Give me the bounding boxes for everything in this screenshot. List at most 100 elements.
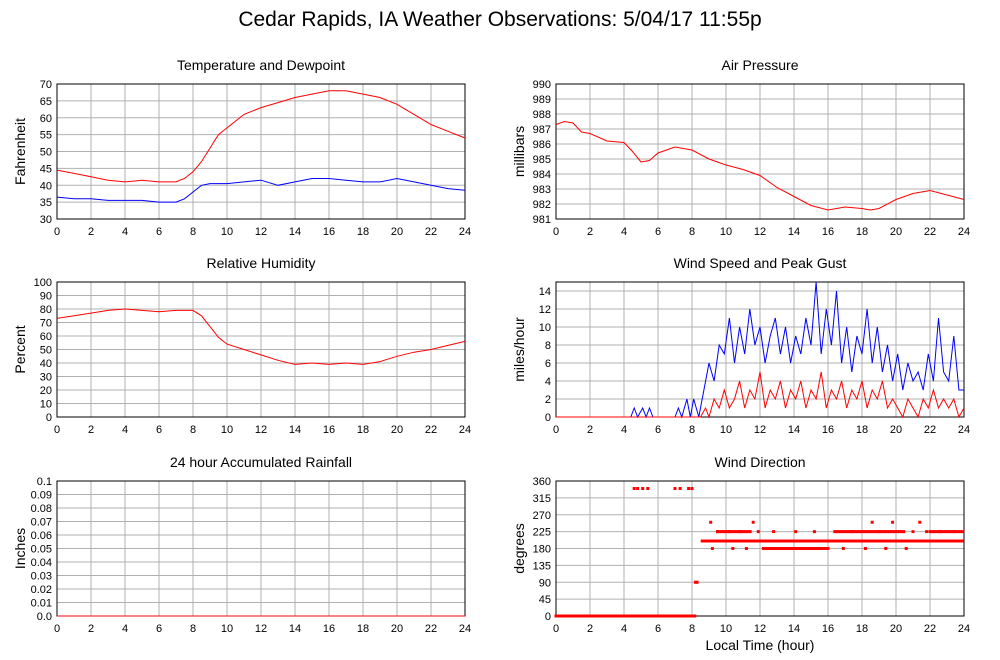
wdir-point xyxy=(724,530,728,534)
wdir-point xyxy=(769,539,773,543)
rh-y-axis-label: Percent xyxy=(12,325,28,373)
wind-y-tick-label: 12 xyxy=(539,304,551,316)
rh-plot-border xyxy=(56,281,466,418)
wdir-point xyxy=(795,539,799,543)
rain-y-tick-label: 0.08 xyxy=(31,503,52,515)
wdir-point xyxy=(716,539,719,543)
wdir-point xyxy=(892,530,896,534)
wdir-point xyxy=(710,547,714,550)
wdir-point xyxy=(922,539,926,543)
wdir-point xyxy=(891,520,895,524)
wdir-x-tick-label: 0 xyxy=(553,623,559,635)
wdir-point xyxy=(780,547,784,550)
wdir-point xyxy=(767,547,770,550)
rh-x-tick-label: 12 xyxy=(255,424,267,436)
wdir-point xyxy=(787,547,791,550)
rh-y-tick-label: 70 xyxy=(40,318,52,330)
wdir-point xyxy=(873,530,877,534)
wdir-point xyxy=(904,547,908,550)
wdir-point xyxy=(775,547,779,550)
wind-y-tick-label: 6 xyxy=(545,358,551,370)
wdir-point xyxy=(835,539,839,543)
wind-x-tick-label: 0 xyxy=(553,424,559,436)
wind-y-tick-label: 10 xyxy=(539,322,551,334)
wdir-point xyxy=(806,547,810,550)
wdir-point xyxy=(883,530,887,534)
wdir-point xyxy=(709,520,713,524)
wdir-point xyxy=(812,547,816,550)
wdir-point xyxy=(899,539,903,543)
wdir-point xyxy=(723,539,727,543)
wdir-point xyxy=(784,547,787,550)
wdir-point xyxy=(896,530,900,534)
wdir-point xyxy=(888,530,892,534)
wdir-y-tick-label: 90 xyxy=(539,577,551,589)
wdir-point xyxy=(869,530,873,534)
wdir-point xyxy=(946,530,950,534)
pressure-y-tick-label: 983 xyxy=(533,184,551,196)
wdir-point xyxy=(795,547,799,550)
wdir-point xyxy=(800,539,804,543)
wdir-point xyxy=(907,539,911,543)
temp-x-tick-label: 12 xyxy=(255,226,267,238)
wdir-point xyxy=(902,530,906,534)
pressure-x-tick-label: 6 xyxy=(655,226,661,238)
pressure-x-tick-label: 4 xyxy=(621,226,627,238)
wdir-point xyxy=(845,530,849,534)
wind-x-tick-label: 12 xyxy=(754,424,766,436)
temp-y-tick-label: 45 xyxy=(40,163,52,175)
wdir-point xyxy=(869,539,872,543)
pressure-plot-border xyxy=(555,83,965,220)
wdir-point xyxy=(718,539,722,543)
wdir-point xyxy=(799,547,803,550)
wdir-point xyxy=(930,539,934,543)
wdir-point xyxy=(768,547,772,550)
wdir-point xyxy=(877,530,881,534)
wdir-point xyxy=(673,487,677,490)
wdir-point xyxy=(794,547,798,550)
wind-series-line-1 xyxy=(556,371,965,419)
wdir-point xyxy=(693,580,697,584)
pressure-x-tick-label: 12 xyxy=(754,226,766,238)
wdir-point xyxy=(815,539,819,543)
wdir-point xyxy=(843,530,847,534)
wdir-point xyxy=(646,487,650,490)
rh-x-tick-label: 6 xyxy=(156,424,162,436)
rain-y-axis-label: Inches xyxy=(12,528,28,569)
wind-x-tick-label: 2 xyxy=(587,424,593,436)
wdir-point xyxy=(900,530,904,534)
wdir-x-tick-label: 24 xyxy=(958,623,970,635)
wdir-point xyxy=(802,547,806,550)
wdir-point xyxy=(748,530,752,534)
wdir-point xyxy=(841,530,845,534)
wdir-point xyxy=(805,539,809,543)
wdir-x-tick-label: 10 xyxy=(720,623,732,635)
wdir-point xyxy=(700,539,704,543)
wdir-point xyxy=(726,539,730,543)
temp-y-tick-label: 70 xyxy=(40,79,52,91)
wdir-point xyxy=(961,530,965,534)
wdir-point xyxy=(920,539,923,543)
wdir-chart-title: Wind Direction xyxy=(714,454,805,470)
wdir-point xyxy=(823,547,827,550)
rain-y-tick-label: 0.05 xyxy=(31,544,52,556)
wdir-point xyxy=(797,539,801,543)
rain-y-tick-label: 0.0 xyxy=(37,611,52,623)
wdir-point xyxy=(863,547,867,550)
wdir-point xyxy=(807,539,811,543)
wdir-y-tick-label: 0 xyxy=(545,611,551,623)
wind-chart-title: Wind Speed and Peak Gust xyxy=(674,255,847,271)
temp-x-tick-label: 0 xyxy=(54,226,60,238)
wdir-point xyxy=(693,614,697,618)
wdir-y-tick-label: 270 xyxy=(533,510,551,522)
wdir-point xyxy=(820,539,824,543)
wdir-point xyxy=(851,530,855,534)
wdir-point xyxy=(879,539,883,543)
wdir-point xyxy=(863,539,867,543)
wdir-point xyxy=(871,530,875,534)
wdir-point xyxy=(846,539,850,543)
temp-y-tick-label: 40 xyxy=(40,180,52,192)
wdir-point xyxy=(891,539,895,543)
